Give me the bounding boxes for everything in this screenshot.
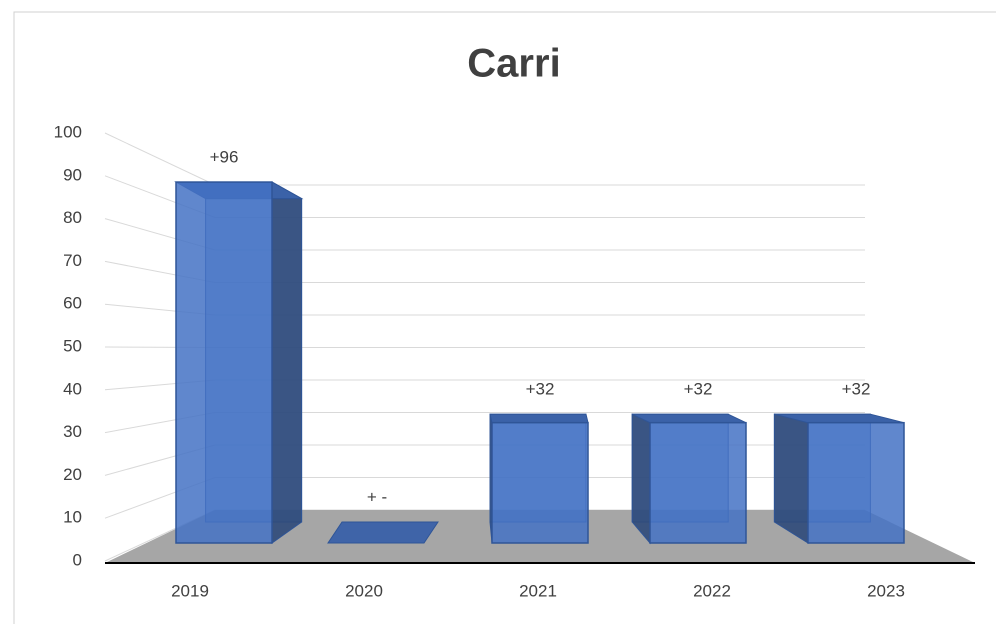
bar-front <box>807 421 905 544</box>
bar-front <box>175 181 273 544</box>
bar-side <box>631 413 651 545</box>
bar <box>174 181 304 544</box>
y-tick-label: 40 <box>63 379 82 398</box>
x-tick-label: 2023 <box>867 581 905 600</box>
bar <box>773 413 905 544</box>
bar-top <box>631 413 747 424</box>
y-tick-label: 50 <box>63 336 82 355</box>
bar-top <box>489 413 589 424</box>
bar-side <box>271 181 303 544</box>
x-tick-label: 2022 <box>693 581 731 600</box>
bar-top <box>327 521 439 544</box>
y-tick-label: 100 <box>54 122 82 141</box>
x-tick-label: 2019 <box>171 581 209 600</box>
y-tick-label: 30 <box>63 422 82 441</box>
y-tick-label: 60 <box>63 294 82 313</box>
bar-front <box>491 421 589 544</box>
bar <box>631 413 747 545</box>
y-tick-label: 10 <box>63 508 82 527</box>
y-tick-label: 20 <box>63 465 82 484</box>
chart-title: Carri <box>467 42 560 86</box>
x-tick-label: 2020 <box>345 581 383 600</box>
y-tick-label: 90 <box>63 165 82 184</box>
y-tick-label: 0 <box>73 550 82 569</box>
bar-side <box>773 413 809 544</box>
bar <box>489 413 589 544</box>
y-tick-label: 70 <box>63 251 82 270</box>
y-tick-label: 80 <box>63 208 82 227</box>
data-label: + - <box>367 487 387 506</box>
bar <box>327 521 439 544</box>
data-label: +96 <box>210 148 239 167</box>
bar-front <box>649 421 747 544</box>
x-tick-label: 2021 <box>519 581 557 600</box>
data-label: +32 <box>526 380 555 399</box>
data-label: +32 <box>842 380 871 399</box>
data-label: +32 <box>684 380 713 399</box>
